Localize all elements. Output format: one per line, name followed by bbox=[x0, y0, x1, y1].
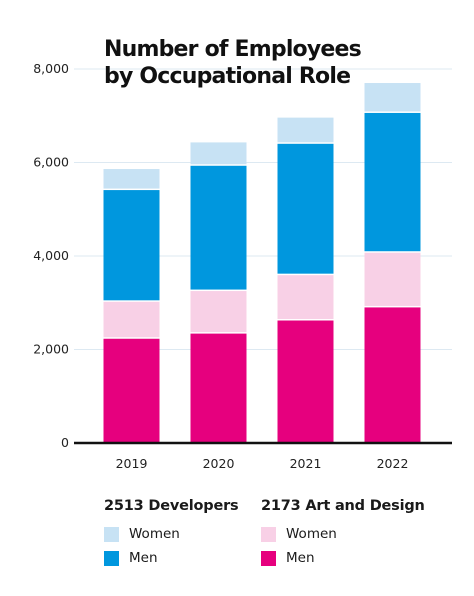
y-tick-label: 8,000 bbox=[33, 61, 69, 76]
bar-2020-developers-men bbox=[190, 165, 247, 290]
legend-swatch-developers-women bbox=[104, 526, 119, 542]
legend-label-developers-men: Men bbox=[129, 550, 158, 566]
bar-2020-art-and-design-women bbox=[190, 291, 247, 333]
legend-swatch-art-women bbox=[261, 526, 276, 542]
legend-item-art-women: Women bbox=[261, 522, 425, 546]
legend-label-art-women: Women bbox=[286, 526, 337, 542]
chart-title: Number of Employees by Occupational Role bbox=[104, 36, 362, 90]
legend-swatch-art-men bbox=[261, 550, 276, 566]
bar-2021-art-and-design-men bbox=[277, 320, 334, 443]
legend-heading-art-and-design: 2173 Art and Design bbox=[261, 498, 425, 514]
legend-swatch-developers-men bbox=[104, 550, 119, 566]
bars bbox=[103, 83, 421, 443]
legend-art-and-design: 2173 Art and Design Women Men bbox=[261, 498, 425, 570]
legend-item-developers-men: Men bbox=[104, 546, 239, 570]
y-tick-label: 4,000 bbox=[33, 248, 69, 263]
bar-2020-art-and-design-men bbox=[190, 333, 247, 443]
chart-title-line-1: Number of Employees bbox=[104, 37, 362, 62]
bar-2019-art-and-design-women bbox=[103, 301, 160, 338]
legend-item-developers-women: Women bbox=[104, 522, 239, 546]
bar-2022-developers-men bbox=[364, 112, 421, 252]
legend-developers: 2513 Developers Women Men bbox=[104, 498, 239, 570]
bar-2021-developers-men bbox=[277, 143, 334, 274]
bar-2022-art-and-design-men bbox=[364, 307, 421, 443]
y-tick-label: 2,000 bbox=[33, 342, 69, 357]
bar-2020-developers-women bbox=[190, 142, 247, 165]
x-tick-label: 2020 bbox=[203, 456, 235, 471]
bar-2022-developers-women bbox=[364, 83, 421, 112]
y-tick-label: 6,000 bbox=[33, 155, 69, 170]
x-tick-label: 2021 bbox=[290, 456, 322, 471]
bar-2021-art-and-design-women bbox=[277, 275, 334, 320]
legend-item-art-men: Men bbox=[261, 546, 425, 570]
legend-heading-developers: 2513 Developers bbox=[104, 498, 239, 514]
bar-2022-art-and-design-women bbox=[364, 252, 421, 306]
bar-2019-developers-women bbox=[103, 169, 160, 189]
bar-2019-art-and-design-men bbox=[103, 338, 160, 443]
legend-label-developers-women: Women bbox=[129, 526, 180, 542]
bar-2019-developers-men bbox=[103, 190, 160, 301]
axes: 0 2,000 4,000 6,000 8,000 2019 2020 2021 2022 bbox=[33, 61, 452, 471]
y-tick-label: 0 bbox=[61, 435, 69, 450]
chart-title-line-2: by Occupational Role bbox=[104, 64, 351, 89]
bar-2021-developers-women bbox=[277, 117, 334, 143]
legend-label-art-men: Men bbox=[286, 550, 315, 566]
x-tick-label: 2022 bbox=[377, 456, 409, 471]
x-tick-label: 2019 bbox=[116, 456, 148, 471]
